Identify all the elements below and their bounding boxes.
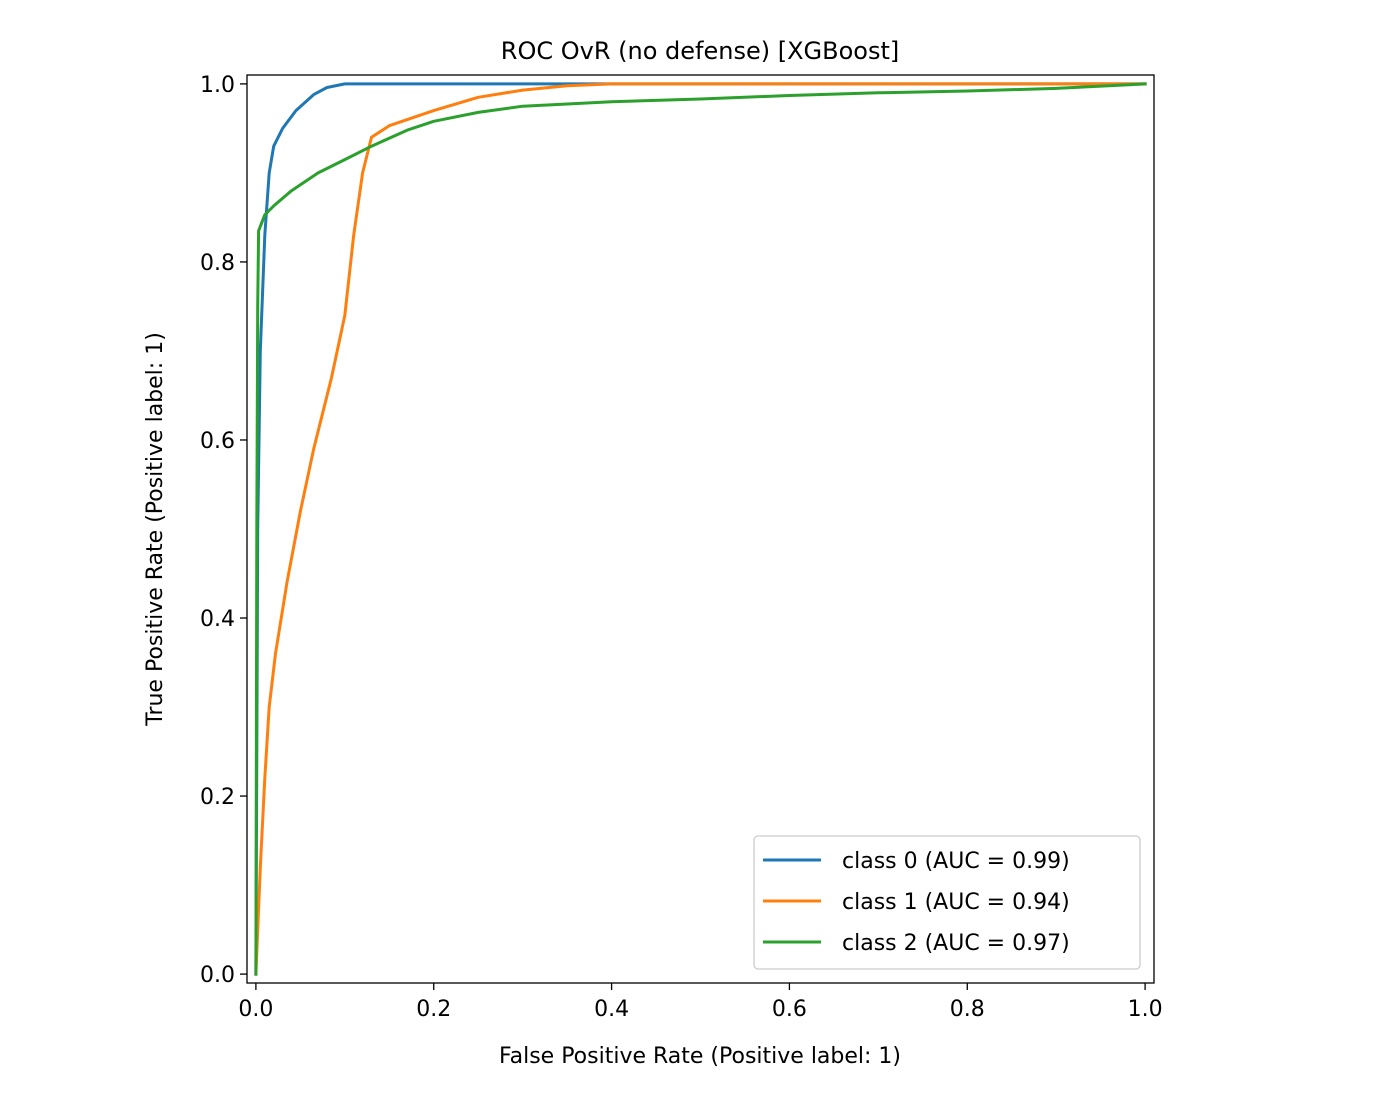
x-tick-label: 1.0 [1128,997,1163,1022]
ticks-layer: 0.0 0.2 0.4 0.6 0.8 1.0 0.0 0.2 0.4 0.6 0.8 1.0 [200,73,1163,1022]
legend-label-class-2: class 2 (AUC = 0.97) [842,931,1070,956]
legend-label-class-0: class 0 (AUC = 0.99) [842,849,1070,874]
y-tick-label: 0.0 [200,963,235,988]
y-tick-label: 0.6 [200,429,235,454]
y-tick-label: 1.0 [200,73,235,98]
y-axis-label: True Positive Rate (Positive label: 1) [143,332,168,727]
y-tick-label: 0.2 [200,785,235,810]
x-tick-label: 0.4 [594,997,629,1022]
x-tick-label: 0.6 [772,997,807,1022]
x-axis-label: False Positive Rate (Positive label: 1) [499,1044,901,1069]
x-tick-label: 0.0 [238,997,273,1022]
series-line-class-0 [254,82,1147,976]
legend-label-class-1: class 1 (AUC = 0.94) [842,890,1070,915]
series-line-class-2 [254,82,1147,976]
y-tick-label: 0.8 [200,251,235,276]
series-layer [254,82,1147,976]
legend-frame [753,835,1141,970]
legend-items: class 0 (AUC = 0.99) class 1 (AUC = 0.94)… [763,849,1070,956]
x-tick-label: 0.8 [950,997,985,1022]
chart-title: ROC OvR (no defense) [XGBoost] [501,37,899,65]
x-tick-label: 0.2 [416,997,451,1022]
plot-frame [246,74,1155,984]
legend: class 0 (AUC = 0.99) class 1 (AUC = 0.94)… [753,835,1141,970]
series-line-class-1 [254,82,1147,976]
y-tick-label: 0.4 [200,607,235,632]
